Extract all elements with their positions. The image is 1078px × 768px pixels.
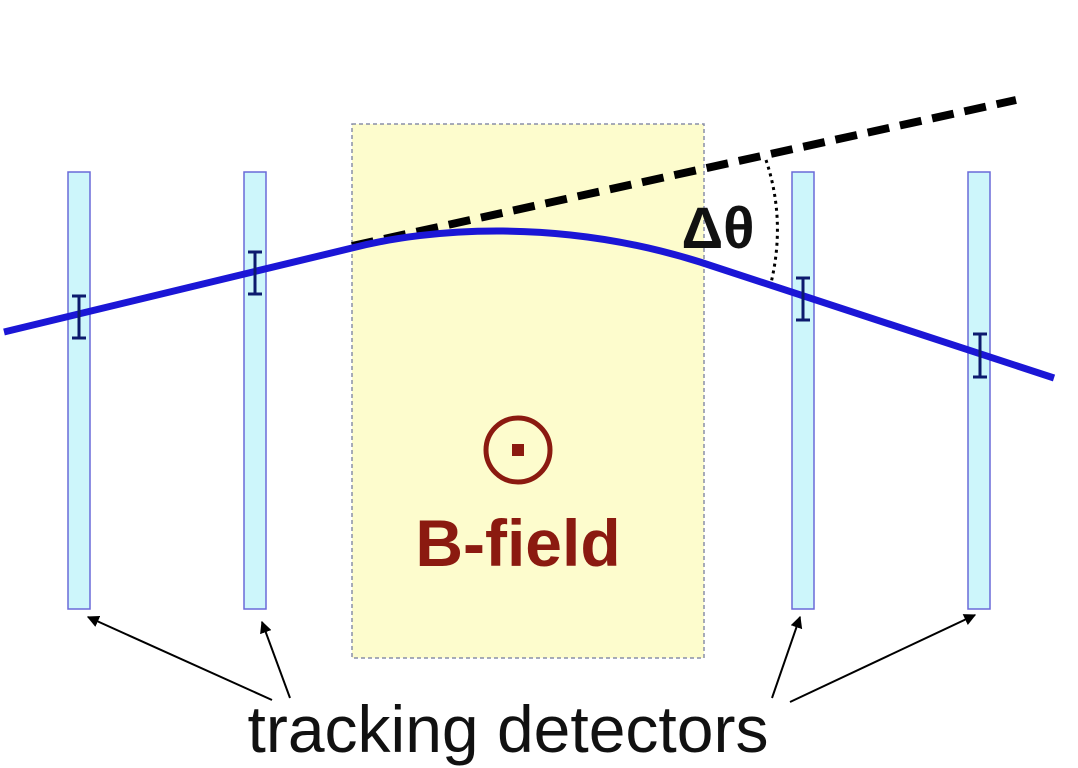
detector-plane-1 [67, 171, 91, 610]
arrow-to-detector-2 [260, 620, 291, 699]
hit-marker-2 [248, 250, 262, 296]
arrow-to-detector-1 [86, 615, 273, 701]
hit-marker-3 [796, 276, 810, 322]
field-region [351, 123, 705, 659]
b-field-label: B-field [415, 506, 620, 580]
arrow-to-detector-4 [789, 614, 977, 703]
deflection-angle-arc [764, 159, 779, 284]
detector-plane-4 [967, 171, 991, 610]
extrapolated-track [351, 96, 1017, 250]
hit-marker-4 [973, 332, 987, 379]
detector-plane-2 [243, 171, 267, 610]
particle-track [3, 227, 1056, 382]
delta-theta-label: Δθ [681, 196, 754, 261]
arrow-to-detector-3 [771, 615, 803, 699]
detector-plane-3 [791, 171, 815, 610]
tracking-detectors-label: tracking detectors [248, 692, 769, 766]
field-out-of-page-icon [483, 415, 553, 485]
hit-marker-1 [72, 294, 86, 340]
